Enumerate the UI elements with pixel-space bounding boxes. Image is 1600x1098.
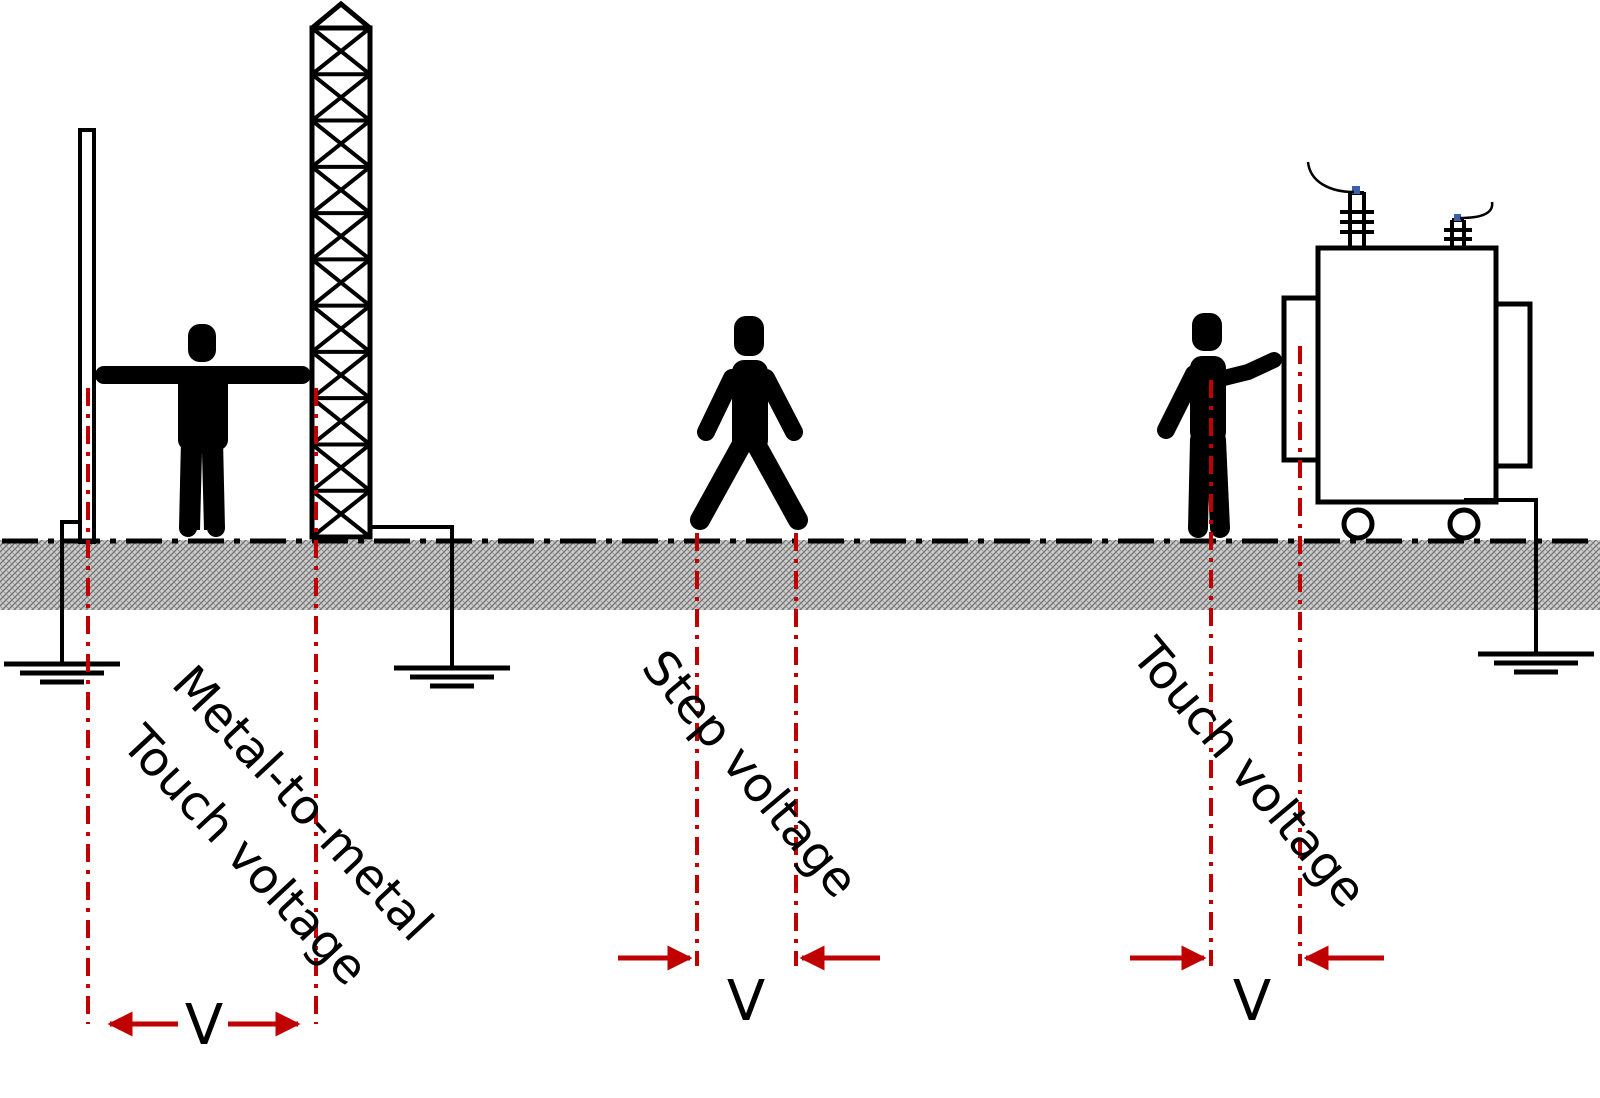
walking-person-icon xyxy=(690,316,808,530)
tower-brace xyxy=(310,396,372,447)
ground-symbol-right xyxy=(1478,651,1594,675)
ground-symbol-tower xyxy=(394,665,510,689)
tower-brace xyxy=(310,350,372,400)
soil-layer xyxy=(0,540,1600,610)
tower-brace xyxy=(310,304,372,354)
transformer xyxy=(1281,161,1538,652)
tower-brace xyxy=(310,489,372,539)
ground-symbol-left xyxy=(4,661,120,685)
voltage-symbol-middle: V xyxy=(727,969,765,1034)
hv-bushing xyxy=(1306,161,1374,248)
lv-bushing xyxy=(1444,201,1494,248)
tower-brace xyxy=(310,211,372,261)
person-touching-icon xyxy=(1157,313,1282,538)
tower-brace xyxy=(310,442,372,493)
tower-brace xyxy=(310,118,372,169)
label-touch-voltage: Touch voltage xyxy=(1120,627,1377,918)
lattice-tower xyxy=(309,0,454,668)
label-step-voltage: Step voltage xyxy=(631,640,869,909)
tower-brace xyxy=(310,165,372,215)
person-arms-outstretched-icon xyxy=(95,324,311,537)
voltage-symbol-right: V xyxy=(1233,969,1271,1034)
voltage-symbol-left: V xyxy=(185,993,223,1058)
tower-brace xyxy=(310,72,372,123)
tower-brace xyxy=(310,26,372,76)
tower-brace xyxy=(310,257,372,308)
